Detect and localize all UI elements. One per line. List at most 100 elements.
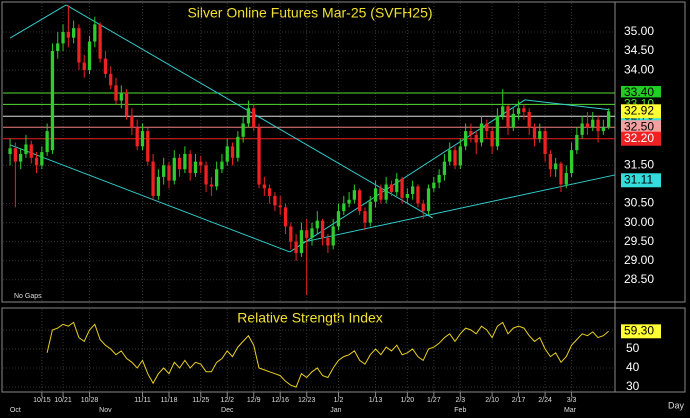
candle-body	[289, 226, 293, 242]
rsi-tick-label: 30	[626, 379, 640, 393]
candle-body	[405, 194, 409, 198]
candle-body	[379, 188, 383, 200]
candle-body	[230, 146, 235, 158]
candle-body	[8, 148, 12, 154]
x-tick-label: 12/16	[271, 397, 289, 404]
candle-body	[389, 184, 394, 193]
candle-body	[114, 85, 118, 101]
candle-body	[124, 92, 129, 116]
candle-body	[103, 58, 108, 74]
level-label-box	[621, 120, 661, 135]
candle-body	[575, 134, 579, 151]
interval-label: Day	[668, 400, 685, 410]
candle-body	[320, 220, 325, 238]
candle-body	[151, 161, 155, 196]
candle-body	[135, 127, 139, 147]
candle-body	[442, 161, 447, 175]
rsi-title: Relative Strength Index	[237, 310, 383, 326]
candle-body	[368, 201, 372, 223]
candle-body	[199, 161, 203, 166]
candle-body	[352, 190, 357, 200]
candle-body	[61, 31, 65, 44]
candle-body	[395, 178, 399, 193]
candle-body	[543, 131, 547, 154]
y-tick-label: 31.50	[624, 158, 654, 172]
candle-body	[564, 173, 568, 185]
candle-body	[273, 195, 277, 206]
candle-body	[432, 182, 436, 189]
rsi-last-label: 59.30	[624, 323, 654, 337]
candle-body	[34, 157, 39, 166]
candle-body	[109, 73, 113, 86]
candle-body	[24, 144, 28, 154]
candle-body	[326, 237, 330, 246]
x-tick-label: 3/3	[567, 397, 577, 404]
level-label: 32.20	[624, 131, 654, 145]
candle-body	[56, 43, 60, 52]
candle-body	[384, 184, 388, 200]
candle-body	[596, 119, 600, 132]
marker-label: 32.92	[624, 103, 654, 117]
candle-body	[416, 186, 420, 204]
candle-body	[50, 51, 55, 151]
level-label-box	[621, 85, 661, 100]
marker-label-box	[621, 104, 661, 119]
price-panel	[1, 1, 686, 303]
candle-body	[82, 62, 86, 71]
candle-body	[474, 134, 478, 143]
x-tick-label: 1/20	[401, 397, 415, 404]
candle-body	[13, 148, 18, 162]
y-tick-label: 30.50	[624, 196, 654, 210]
candle-body	[585, 123, 590, 128]
candle-body	[156, 176, 161, 196]
candle-body	[193, 161, 198, 174]
x-tick-label: 1/2	[334, 397, 344, 404]
candle-body	[66, 31, 70, 38]
x-tick-label: 10/28	[81, 397, 99, 404]
month-label: Dec	[221, 407, 234, 414]
candle-body	[373, 188, 378, 202]
x-tick-label: 2/3	[455, 397, 465, 404]
y-tick-label: 29.50	[624, 234, 654, 248]
candle-body	[490, 131, 494, 147]
x-tick-label: 10/21	[54, 397, 72, 404]
candle-body	[315, 220, 319, 229]
x-tick-label: 1/13	[369, 397, 383, 404]
candle-body	[183, 153, 187, 170]
candle-body	[87, 41, 92, 71]
candle-body	[19, 153, 23, 162]
marker-label-box	[621, 173, 661, 188]
candle-body	[299, 230, 304, 254]
candle-body	[252, 108, 256, 128]
candle-body	[278, 205, 282, 208]
candle-body	[506, 106, 510, 128]
x-tick-label: 12/2	[220, 397, 234, 404]
candle-body	[411, 186, 415, 195]
candle-body	[554, 163, 558, 170]
candle-body	[209, 184, 213, 187]
candle-body	[119, 92, 123, 101]
candle-body	[569, 150, 574, 174]
y-tick-label: 34.50	[624, 43, 654, 57]
candle-body	[458, 146, 462, 166]
candle-body	[93, 24, 97, 42]
candle-body	[421, 203, 425, 212]
candle-body	[130, 115, 134, 128]
candle-body	[336, 211, 341, 227]
candle-body	[591, 119, 595, 128]
candle-body	[294, 241, 298, 254]
candle-body	[29, 144, 33, 158]
chart-title: Silver Online Futures Mar-25 (SVFH25)	[187, 5, 432, 21]
x-tick-label: 2/24	[538, 397, 552, 404]
candle-body	[607, 111, 611, 128]
y-tick-label: 29.00	[624, 253, 654, 267]
candle-body	[448, 150, 452, 162]
rsi-last-label-box	[621, 324, 661, 339]
candle-body	[305, 230, 309, 238]
candle-body	[188, 153, 192, 174]
x-tick-label: 12/9	[247, 397, 261, 404]
candle-body	[310, 228, 314, 238]
rsi-panel	[1, 307, 686, 393]
